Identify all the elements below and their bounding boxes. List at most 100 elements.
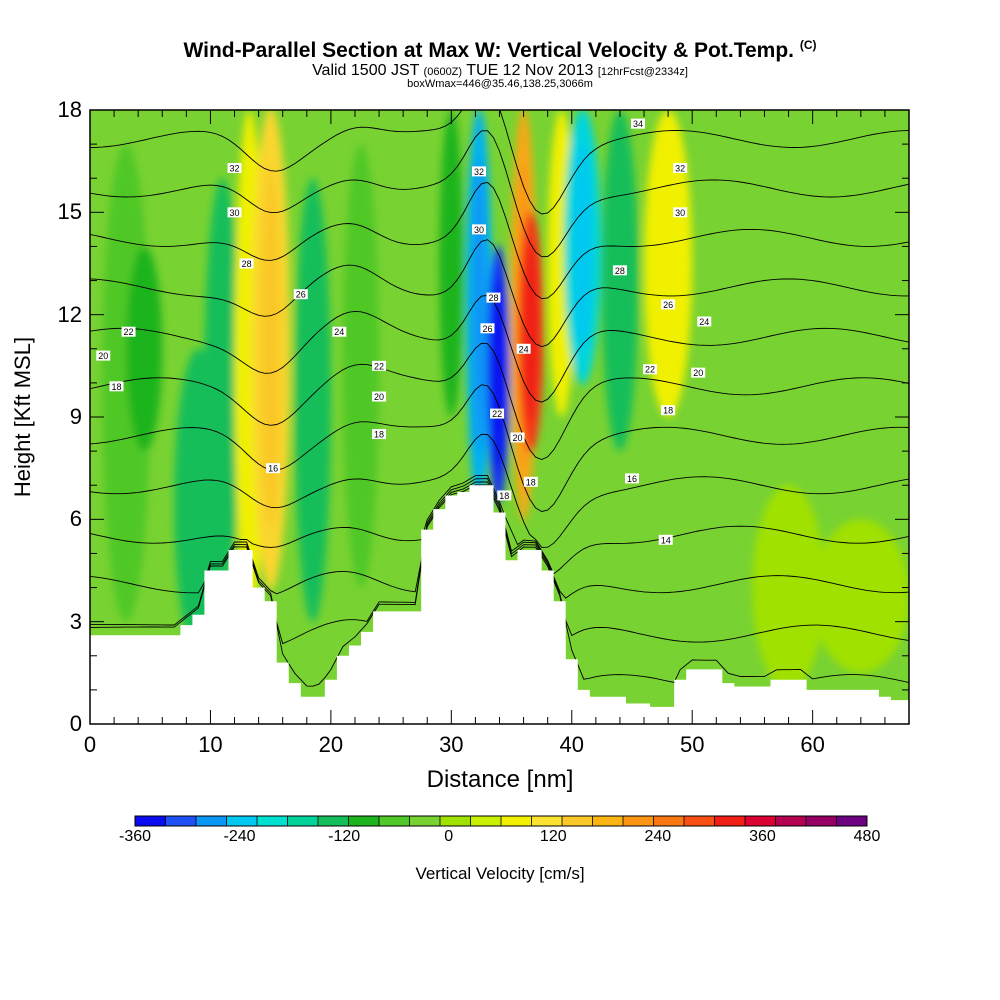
- contour-label: 24: [697, 316, 712, 327]
- contour-label-bg: [372, 429, 387, 440]
- theta-contour: [90, 478, 909, 599]
- colorbar-segment: [501, 816, 532, 826]
- contour-label: 14: [658, 534, 673, 545]
- colorbar-segment: [836, 816, 868, 826]
- contour-label: 18: [372, 429, 387, 440]
- contour-label-bg: [490, 408, 505, 419]
- colorbar-tick-label: 240: [644, 828, 672, 845]
- forecast-info: [12hrFcst@2334z]: [597, 66, 688, 78]
- contour-label-text: 32: [675, 163, 685, 173]
- colorbar-segment: [745, 816, 776, 826]
- colorbar-segment: [653, 816, 685, 826]
- contour-label-text: 26: [296, 290, 306, 300]
- colorbar-tick-label: 480: [853, 828, 881, 845]
- contour-label-text: 24: [519, 344, 529, 354]
- contour-label: 34: [631, 118, 646, 129]
- y-tick-label: 0: [69, 711, 82, 736]
- contour-label: 18: [109, 381, 124, 392]
- colorbar-label: Vertical Velocity [cm/s]: [415, 864, 585, 883]
- colorbar-segment: [592, 816, 624, 826]
- contour-label: 28: [612, 265, 627, 276]
- contour-label: 18: [497, 490, 512, 501]
- contour-label-bg: [227, 207, 242, 218]
- w-cell: [294, 178, 331, 622]
- colorbar-segment: [226, 816, 258, 826]
- axis-ticks: [89, 109, 910, 725]
- terrain: [90, 485, 909, 724]
- contour-label-bg: [643, 364, 658, 375]
- contour-label-bg: [661, 405, 676, 416]
- contour-label: 22: [643, 364, 658, 375]
- contour-label-text: 24: [334, 327, 344, 337]
- contour-label-bg: [497, 490, 512, 501]
- contour-label-bg: [96, 350, 111, 361]
- colorbar-segment: [165, 816, 197, 826]
- contour-label: 30: [227, 207, 242, 218]
- contour-label: 20: [96, 350, 111, 361]
- contour-label: 30: [673, 207, 688, 218]
- contour-label-bg: [523, 476, 538, 487]
- y-tick-label: 12: [57, 301, 82, 327]
- theta-contour: [90, 484, 909, 687]
- theta-contour: [90, 384, 909, 512]
- colorbar-segment: [196, 816, 227, 826]
- contour-label-text: 26: [482, 324, 492, 334]
- x-tick-label: 30: [439, 732, 464, 757]
- contour-label-bg: [661, 299, 676, 310]
- theta-contour: [90, 294, 909, 403]
- y-tick-label: 18: [57, 97, 82, 122]
- contour-label-text: 18: [374, 430, 384, 440]
- contour-label-text: 18: [526, 477, 536, 487]
- w-cell: [812, 519, 909, 673]
- contour-label-text: 30: [474, 225, 484, 235]
- w-cell: [342, 144, 380, 588]
- contour-label-bg: [510, 432, 525, 443]
- contour-label: 24: [516, 343, 531, 354]
- contour-label-text: 22: [374, 361, 384, 371]
- x-tick-label: 20: [318, 732, 344, 757]
- contour-label-bg: [293, 289, 308, 300]
- contour-label-text: 28: [615, 266, 625, 276]
- contour-label: 18: [523, 476, 538, 487]
- contour-label-text: 34: [633, 119, 643, 129]
- w-cell-core: [524, 242, 538, 422]
- contour-label-text: 28: [488, 293, 498, 303]
- contour-label-text: 18: [663, 406, 673, 416]
- contour-label: 22: [490, 408, 505, 419]
- contour-label-text: 30: [230, 208, 240, 218]
- theta-contour: [90, 481, 909, 645]
- contour-label: 26: [293, 289, 308, 300]
- contour-label-bg: [109, 381, 124, 392]
- contour-label-bg: [673, 162, 688, 173]
- y-tick-label: 3: [69, 608, 82, 634]
- contour-label: 20: [510, 432, 525, 443]
- contour-label-text: 32: [230, 163, 240, 173]
- contour-label-bg: [121, 326, 136, 337]
- x-tick-label: 10: [198, 732, 223, 757]
- contour-label-bg: [480, 323, 495, 334]
- contour-label: 32: [673, 162, 688, 173]
- colorbar-tick-label: -120: [328, 828, 361, 845]
- contour-label-text: 18: [111, 382, 121, 392]
- contour-label: 24: [332, 326, 347, 337]
- contour-label: 32: [227, 162, 242, 173]
- contour-label-text: 20: [98, 351, 108, 361]
- colorbar-segment: [348, 816, 380, 826]
- x-tick-label: 60: [800, 732, 825, 757]
- colorbar-frame: [134, 815, 868, 827]
- colorbar-segment: [135, 816, 166, 826]
- valid-time: Valid 1500 JST: [312, 62, 420, 79]
- contour-label-text: 22: [124, 327, 134, 337]
- colorbar-segment: [531, 816, 563, 826]
- contour-label-bg: [227, 162, 242, 173]
- contour-label-bg: [332, 326, 347, 337]
- y-tick-label: 15: [57, 199, 82, 225]
- colorbar-tick-label: -240: [223, 828, 256, 845]
- colorbar-tick-label: 360: [749, 828, 776, 845]
- colorbar-segment: [806, 816, 837, 826]
- contour-label-text: 16: [268, 464, 278, 474]
- contour-label-bg: [516, 343, 531, 354]
- colorbar-segment: [684, 816, 715, 826]
- contour-label: 20: [691, 367, 706, 378]
- contour-label: 22: [372, 360, 387, 371]
